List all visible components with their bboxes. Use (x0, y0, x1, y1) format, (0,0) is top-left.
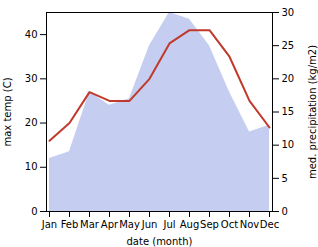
svg-text:30: 30 (25, 73, 38, 84)
svg-text:Feb: Feb (61, 219, 79, 230)
svg-text:0: 0 (282, 206, 288, 217)
svg-text:10: 10 (282, 139, 295, 150)
svg-text:Jan: Jan (41, 219, 57, 230)
svg-text:Sep: Sep (200, 219, 219, 230)
svg-text:25: 25 (282, 40, 295, 51)
svg-text:max temp (C): max temp (C) (2, 77, 13, 146)
svg-text:med. precipitation (kg/m2): med. precipitation (kg/m2) (307, 45, 318, 179)
svg-text:0: 0 (31, 206, 37, 217)
svg-text:Nov: Nov (240, 219, 260, 230)
svg-text:40: 40 (25, 29, 38, 40)
svg-text:Jul: Jul (162, 219, 175, 230)
svg-text:Jun: Jun (141, 219, 158, 230)
svg-text:May: May (119, 219, 140, 230)
svg-text:Dec: Dec (260, 219, 279, 230)
svg-text:Mar: Mar (80, 219, 100, 230)
svg-text:Aug: Aug (180, 219, 200, 230)
svg-text:20: 20 (25, 117, 38, 128)
svg-text:10: 10 (25, 161, 38, 172)
svg-text:30: 30 (282, 7, 295, 18)
svg-text:20: 20 (282, 73, 295, 84)
svg-text:Apr: Apr (101, 219, 119, 230)
svg-text:date (month): date (month) (127, 236, 193, 247)
svg-text:Oct: Oct (221, 219, 238, 230)
svg-text:5: 5 (282, 173, 288, 184)
svg-text:15: 15 (282, 106, 295, 117)
